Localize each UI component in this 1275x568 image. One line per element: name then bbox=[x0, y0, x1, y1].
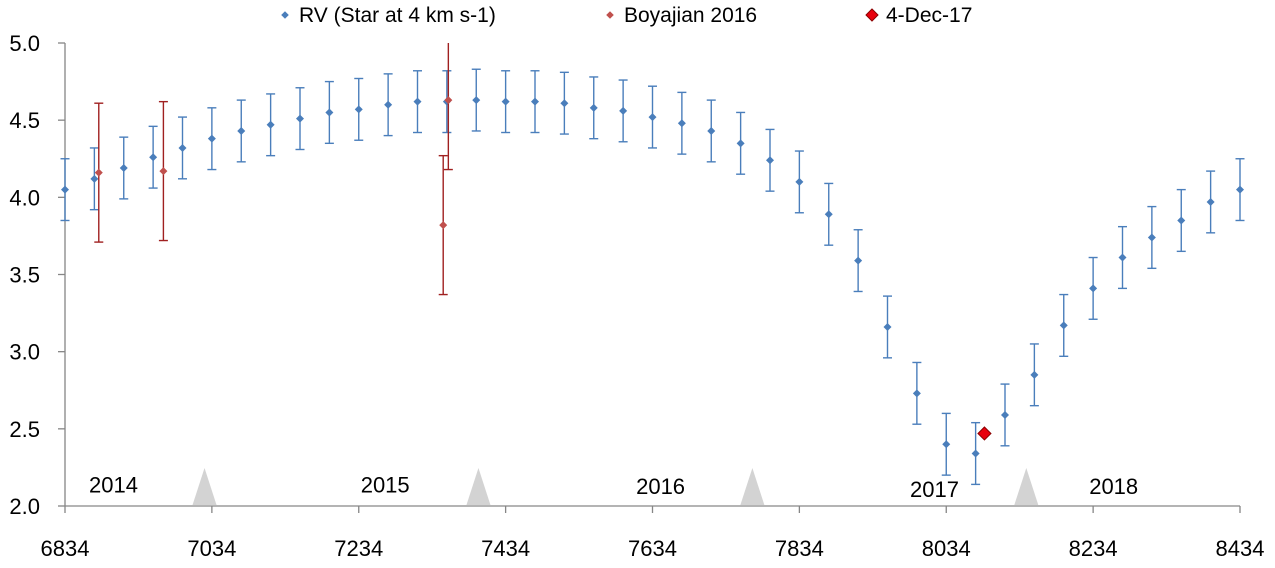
y-tick-label-1: 2.5 bbox=[9, 417, 40, 442]
series-1 bbox=[94, 43, 453, 296]
series-0-point-17 bbox=[560, 99, 569, 108]
series-group bbox=[60, 43, 1245, 486]
y-tick-label-3: 3.5 bbox=[9, 263, 40, 288]
series-0-point-40 bbox=[1236, 185, 1244, 194]
axes-group: 2.0 2.5 3.0 3.5 4.0 4.5 5.0 6834 7034 7234 7434 763… bbox=[9, 31, 1264, 561]
legend-label-0: RV (Star at 4 km s-1) bbox=[299, 4, 496, 27]
series-0-point-9 bbox=[325, 108, 334, 117]
series-0-point-30 bbox=[942, 440, 951, 449]
series-2-point-0 bbox=[977, 426, 992, 441]
x-tick-label-7: 8234 bbox=[1069, 536, 1118, 561]
x-tick-label-8: 8434 bbox=[1216, 536, 1265, 561]
legend-label-2: 4-Dec-17 bbox=[886, 4, 972, 27]
series-0-point-22 bbox=[707, 126, 716, 135]
series-0-point-7 bbox=[266, 120, 275, 129]
series-0-point-31 bbox=[971, 449, 980, 458]
y-tick-label-5: 4.5 bbox=[9, 108, 40, 133]
series-0-point-6 bbox=[237, 126, 246, 135]
y-tick-label-0: 2.0 bbox=[9, 494, 40, 519]
series-0-point-12 bbox=[413, 97, 422, 106]
x-tick-label-3: 7434 bbox=[481, 536, 530, 561]
series-0-point-27 bbox=[854, 256, 863, 265]
x-tick-label-6: 8034 bbox=[922, 536, 971, 561]
series-0-point-33 bbox=[1030, 370, 1039, 379]
series-0-point-38 bbox=[1177, 216, 1186, 225]
series-0-point-37 bbox=[1147, 233, 1156, 242]
series-0-point-0 bbox=[61, 185, 69, 194]
series-0-point-26 bbox=[824, 210, 833, 219]
year-boundary-marker-0 bbox=[192, 468, 217, 505]
year-label-2015: 2015 bbox=[361, 472, 410, 497]
series-0-point-2 bbox=[119, 164, 128, 173]
series-0-point-15 bbox=[501, 97, 510, 106]
series-0-point-3 bbox=[149, 153, 158, 162]
y-tick-label-2: 3.0 bbox=[9, 340, 40, 365]
series-0-point-36 bbox=[1118, 253, 1127, 262]
series-0-point-11 bbox=[384, 100, 393, 109]
series-1-point-1 bbox=[159, 167, 168, 176]
x-tick-label-1: 7034 bbox=[187, 536, 236, 561]
series-0-point-23 bbox=[736, 139, 745, 148]
series-0-point-18 bbox=[589, 103, 598, 112]
series-0-point-10 bbox=[354, 105, 363, 114]
series-0-point-29 bbox=[912, 389, 921, 398]
series-0-point-21 bbox=[677, 119, 686, 128]
year-boundary-marker-3 bbox=[1014, 468, 1039, 505]
legend-label-1: Boyajian 2016 bbox=[624, 4, 757, 27]
year-boundary-marker-2 bbox=[740, 468, 765, 505]
series-0-point-8 bbox=[296, 114, 304, 123]
series-0-point-32 bbox=[1001, 410, 1009, 419]
year-label-2014: 2014 bbox=[89, 472, 138, 497]
series-1-point-0 bbox=[94, 168, 103, 177]
year-label-2018: 2018 bbox=[1089, 474, 1138, 499]
series-0-point-1 bbox=[90, 174, 99, 183]
series-0-point-24 bbox=[766, 156, 774, 165]
series-0-point-25 bbox=[795, 177, 804, 186]
legend-marker-2 bbox=[865, 8, 879, 22]
y-tick-label-6: 5.0 bbox=[9, 31, 40, 56]
year-marker-group bbox=[192, 468, 1039, 505]
series-0-point-16 bbox=[531, 97, 539, 106]
y-tick-label-4: 4.0 bbox=[9, 185, 40, 210]
series-1-point-3 bbox=[444, 96, 453, 105]
series-0-point-35 bbox=[1089, 284, 1098, 293]
legend-marker-0 bbox=[281, 11, 289, 19]
series-0-point-14 bbox=[472, 96, 481, 105]
x-tick-label-5: 7834 bbox=[775, 536, 824, 561]
series-2 bbox=[977, 426, 992, 441]
series-0 bbox=[60, 68, 1245, 486]
series-0-point-5 bbox=[207, 134, 216, 143]
year-label-2017: 2017 bbox=[910, 477, 959, 502]
year-label-group: 2014 2015 2016 2017 2018 bbox=[89, 472, 1138, 502]
year-label-2016: 2016 bbox=[636, 474, 685, 499]
legend-marker-1 bbox=[606, 11, 614, 19]
series-1-errbar-3 bbox=[443, 43, 453, 171]
series-1-point-2 bbox=[439, 221, 448, 230]
series-0-point-34 bbox=[1059, 321, 1068, 330]
series-0-point-19 bbox=[619, 106, 628, 115]
year-boundary-marker-1 bbox=[466, 468, 491, 505]
series-0-point-20 bbox=[648, 113, 657, 122]
x-tick-label-0: 6834 bbox=[41, 536, 90, 561]
x-tick-label-2: 7234 bbox=[334, 536, 383, 561]
legend: RV (Star at 4 km s-1) Boyajian 2016 4-Dec-… bbox=[281, 4, 972, 27]
series-0-point-39 bbox=[1206, 197, 1215, 206]
series-0-point-28 bbox=[883, 322, 892, 331]
x-tick-label-4: 7634 bbox=[628, 536, 677, 561]
series-0-point-4 bbox=[178, 143, 187, 152]
